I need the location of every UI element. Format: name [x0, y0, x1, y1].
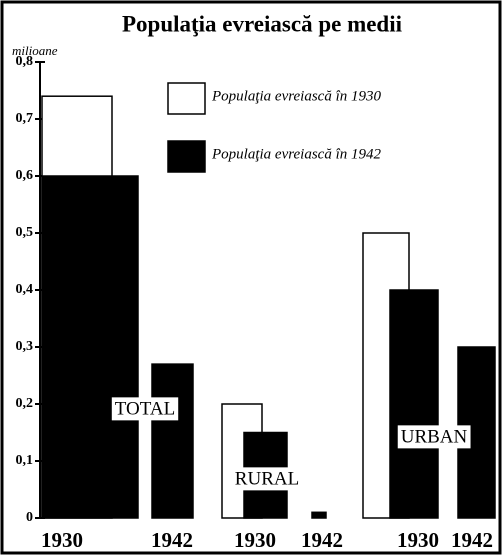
chart-title: Populaţia evreiască pe medii	[122, 11, 403, 36]
y-tick-label: 0,1	[16, 453, 34, 468]
x-tick-label: 1942	[301, 528, 343, 552]
x-tick-label: 1942	[451, 528, 493, 552]
y-tick-label: 0,7	[16, 111, 34, 126]
category-label: URBAN	[401, 426, 468, 447]
y-tick-label: 0,2	[16, 396, 34, 411]
category-label-box	[231, 467, 303, 491]
y-axis-label: milioane	[12, 43, 58, 58]
x-tick-label: 1930	[397, 528, 439, 552]
y-tick-label: 0,5	[16, 225, 34, 240]
bar	[311, 511, 327, 519]
x-tick-label: 1930	[41, 528, 83, 552]
y-tick-label: 0,3	[16, 339, 34, 354]
y-tick-label: 0	[26, 510, 33, 525]
y-tick-label: 0,6	[16, 168, 34, 183]
legend-label: Populaţia evreiască în 1942	[211, 146, 381, 162]
legend-swatch	[167, 140, 206, 173]
legend-label: Populaţia evreiască în 1930	[211, 88, 381, 104]
category-label: TOTAL	[115, 398, 175, 419]
x-tick-label: 1930	[234, 528, 276, 552]
legend-swatch	[167, 82, 206, 115]
y-tick-label: 0,4	[16, 282, 34, 297]
category-label-box	[397, 425, 471, 449]
category-label-box	[111, 397, 179, 421]
bar	[389, 289, 439, 519]
y-tick-label: 0,8	[16, 54, 34, 69]
x-tick-label: 1942	[151, 528, 193, 552]
category-label: RURAL	[235, 468, 299, 489]
bar	[151, 363, 194, 519]
bar	[41, 175, 139, 519]
